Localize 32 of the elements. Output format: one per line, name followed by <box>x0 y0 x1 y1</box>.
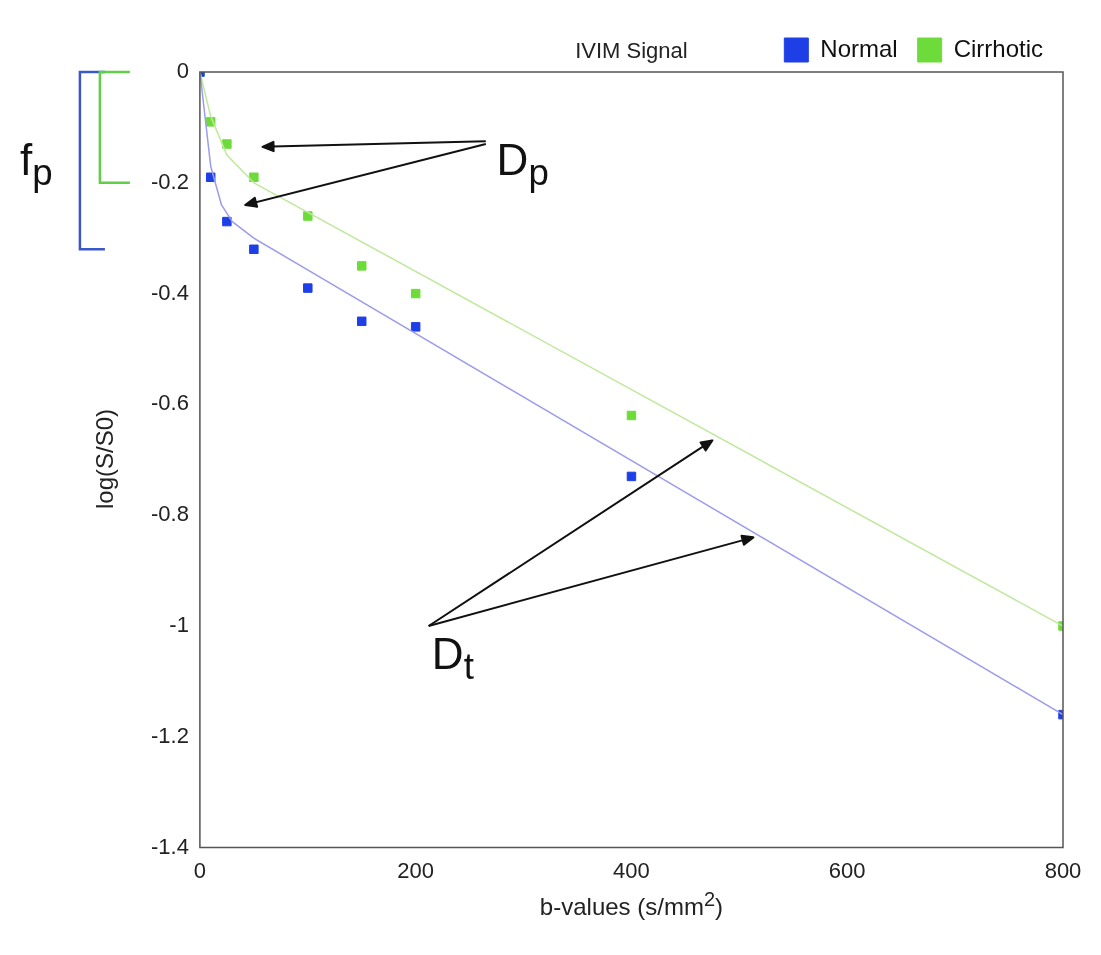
point <box>357 261 367 271</box>
point <box>303 211 313 221</box>
x-tick-label: 0 <box>193 857 207 883</box>
y-axis-title: log(S/S0) <box>90 407 119 511</box>
y-tick-label: -0.6 <box>150 390 189 416</box>
x-tick-label: 800 <box>1044 857 1082 883</box>
chart-title: IVIM Signal <box>575 38 688 63</box>
legend-label: Normal <box>820 34 898 62</box>
annotation: D$_{p}$ <box>496 135 549 194</box>
y-tick-label: -0.2 <box>150 168 189 194</box>
point <box>222 216 232 227</box>
y-tick-label: -0.8 <box>150 501 189 527</box>
x-tick-label: 200 <box>397 857 435 883</box>
x-tick-label: 400 <box>613 857 650 883</box>
y-tick-label: -0.4 <box>150 279 189 305</box>
point <box>249 244 259 255</box>
y-tick-label: -1 <box>169 612 189 638</box>
legend-label: Cirrhotic <box>953 34 1043 62</box>
text: f$_{p}$ <box>19 135 53 194</box>
annotation: D$_{t}$ <box>431 628 474 687</box>
y-tick-label: 0 <box>176 58 189 84</box>
x-tick-label: 600 <box>828 857 866 883</box>
point <box>222 139 232 149</box>
point <box>626 471 637 482</box>
point <box>410 288 421 299</box>
point <box>626 410 637 421</box>
y-tick-label: -1.2 <box>150 722 189 748</box>
point <box>357 316 367 327</box>
x-axis-title: b-values (s/mm$^{2}$) <box>538 887 724 921</box>
point <box>410 322 421 332</box>
point <box>303 283 313 293</box>
y-tick-label: -1.4 <box>150 833 189 859</box>
